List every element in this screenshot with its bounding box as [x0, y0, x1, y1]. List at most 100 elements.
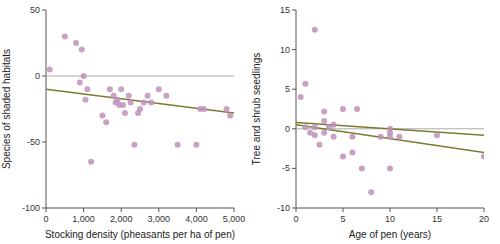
trend-line — [296, 125, 484, 153]
scatter-point — [175, 142, 181, 148]
scatter-point — [120, 102, 126, 108]
y-tick — [292, 208, 296, 209]
scatter-point — [349, 150, 355, 156]
scatter-point — [321, 108, 327, 114]
scatter-point — [131, 142, 137, 148]
scatter-point — [302, 124, 308, 130]
y-tick-label: -5 — [282, 163, 290, 173]
scatter-point — [321, 130, 327, 136]
scatter-point — [114, 97, 120, 103]
figure: 01,0002,0003,0004,0005,000-100-50050Stoc… — [0, 0, 500, 244]
scatter-point — [298, 94, 304, 100]
x-axis-label: Age of pen (years) — [349, 229, 431, 240]
y-tick-label: -10 — [277, 203, 290, 213]
reference-line — [46, 76, 234, 77]
x-tick-label: 20 — [479, 214, 489, 224]
scatter-point — [349, 134, 355, 140]
x-tick — [343, 208, 344, 212]
x-tick-label: 0 — [293, 214, 298, 224]
scatter-point — [77, 80, 83, 86]
scatter-point — [103, 119, 109, 125]
x-tick — [234, 208, 235, 212]
x-tick — [196, 208, 197, 212]
plot-area — [46, 33, 234, 164]
y-axis-line — [46, 10, 47, 208]
scatter-point — [118, 86, 124, 92]
scatter-point — [137, 106, 143, 112]
y-tick-label: -50 — [27, 137, 40, 147]
scatter-point — [387, 165, 393, 171]
scatter-point — [340, 154, 346, 160]
y-tick-label: 10 — [280, 45, 290, 55]
y-tick — [292, 128, 296, 129]
x-tick — [437, 208, 438, 212]
panel: 05101520-10-5051015Age of pen (years)Tre… — [251, 5, 489, 240]
x-tick — [158, 208, 159, 212]
scatter-point — [163, 93, 169, 99]
scatter-point — [126, 93, 132, 99]
scatter-point — [122, 110, 128, 116]
scatter-point — [156, 86, 162, 92]
trend-line — [46, 89, 234, 113]
x-tick — [296, 208, 297, 212]
y-tick — [42, 76, 46, 77]
scatter-point — [62, 33, 68, 39]
y-tick — [42, 208, 46, 209]
x-axis-label: Stocking density (pheasants per ha of pe… — [45, 229, 235, 240]
scatter-point — [99, 113, 105, 119]
y-tick-label: 15 — [280, 5, 290, 15]
y-tick — [42, 10, 46, 11]
x-tick — [484, 208, 485, 212]
scatter-point — [396, 134, 402, 140]
y-tick — [292, 10, 296, 11]
scatter-point — [317, 142, 323, 148]
scatter-point — [312, 124, 318, 130]
y-tick-label: 5 — [285, 84, 290, 94]
scatter-point — [148, 99, 154, 105]
scatter-point — [340, 106, 346, 112]
x-tick-label: 4,000 — [185, 214, 208, 224]
y-axis-line — [296, 10, 297, 208]
scatter-point — [88, 159, 94, 165]
y-tick — [292, 89, 296, 90]
scatter-point — [354, 106, 360, 112]
scatter-point — [378, 134, 384, 140]
scatter-point — [193, 142, 199, 148]
scatter-point — [141, 99, 147, 105]
y-tick-label: 50 — [30, 5, 40, 15]
scatter-point — [331, 134, 337, 140]
x-tick-label: 15 — [432, 214, 442, 224]
y-tick-label: 0 — [35, 71, 40, 81]
y-axis-label: Tree and shrub seedlings — [251, 53, 262, 165]
scatter-point — [331, 122, 337, 128]
plot-area — [296, 27, 484, 195]
x-tick-label: 3,000 — [148, 214, 171, 224]
x-tick-label: 10 — [385, 214, 395, 224]
scatter-point — [312, 132, 318, 138]
panel: 01,0002,0003,0004,0005,000-100-50050Stoc… — [1, 5, 245, 240]
scatter-point — [227, 113, 233, 119]
scatter-point — [368, 189, 374, 195]
scatter-point — [79, 47, 85, 53]
scatter-point — [359, 165, 365, 171]
scatter-point — [47, 66, 53, 72]
y-axis-label: Species of shaded habitats — [1, 49, 12, 169]
y-tick — [292, 168, 296, 169]
scatter-point — [321, 118, 327, 124]
x-tick-label: 2,000 — [110, 214, 133, 224]
x-tick — [83, 208, 84, 212]
x-tick — [46, 208, 47, 212]
y-tick — [42, 142, 46, 143]
scatter-point — [302, 81, 308, 87]
scatter-point — [82, 97, 88, 103]
x-tick — [121, 208, 122, 212]
x-tick-label: 0 — [43, 214, 48, 224]
scatter-point — [434, 132, 440, 138]
y-tick-label: 0 — [285, 124, 290, 134]
y-tick-label: -100 — [22, 203, 40, 213]
scatter-point — [73, 40, 79, 46]
scatter-point — [387, 130, 393, 136]
y-tick — [292, 49, 296, 50]
scatter-point — [145, 93, 151, 99]
scatter-point — [201, 106, 207, 112]
